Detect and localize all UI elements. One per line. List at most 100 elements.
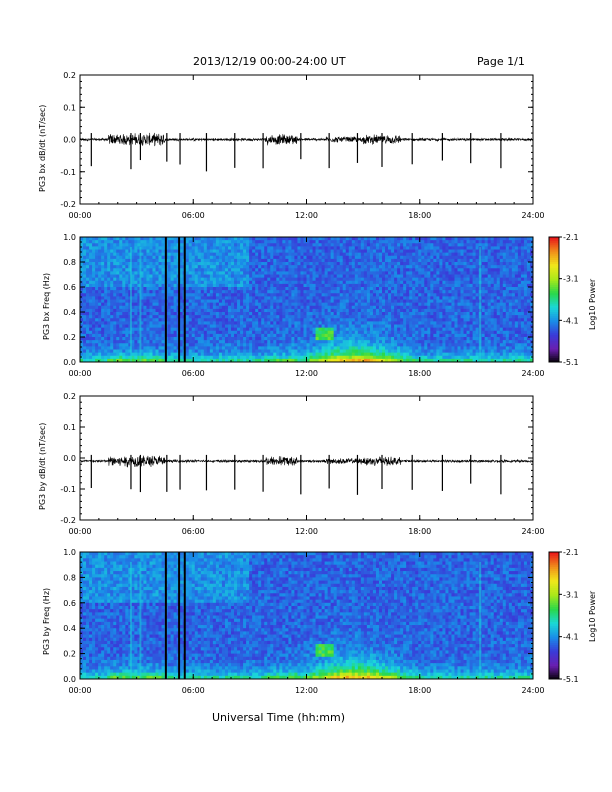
heat-cell [291, 237, 295, 241]
heat-cell [234, 346, 238, 350]
heat-cell [258, 343, 262, 347]
heat-cell [110, 280, 114, 285]
heat-cell [276, 287, 280, 291]
heat-cell [258, 315, 262, 319]
heat-cell [203, 243, 208, 247]
heat-cell [116, 280, 120, 285]
heat-cell [418, 337, 422, 341]
heat-cell [155, 240, 159, 244]
heat-cell [137, 321, 141, 325]
heat-cell [415, 280, 419, 285]
heat-cell [116, 255, 120, 260]
heat-cell [119, 290, 123, 294]
heat-cell [415, 271, 419, 275]
heat-cell [191, 268, 196, 272]
heat-cell [342, 318, 347, 322]
heat-cell [273, 315, 277, 319]
heat-cell [406, 318, 410, 322]
heat-cell [188, 321, 193, 325]
heat-cell [339, 321, 344, 325]
heat-cell [221, 262, 226, 266]
heat-cell [348, 287, 353, 291]
heat-cell [385, 349, 389, 354]
heat-cell [188, 243, 193, 247]
heat-cell [243, 343, 247, 347]
heat-cell [282, 312, 286, 316]
heat-cell [345, 240, 350, 244]
heat-cell [215, 268, 220, 272]
heat-cell [351, 324, 356, 329]
heat-cell [300, 243, 304, 247]
heat-cell [345, 255, 350, 260]
heat-cell [375, 277, 380, 282]
heat-cell [158, 302, 162, 307]
heat-cell [430, 293, 434, 297]
heat-cell [315, 308, 319, 313]
heat-cell [279, 240, 283, 244]
heat-cell [336, 305, 341, 310]
heat-cell [122, 287, 126, 291]
heat-cell [421, 308, 425, 313]
heat-cell [388, 346, 392, 350]
heat-cell [194, 324, 199, 329]
heat-cell [215, 352, 220, 357]
heat-cell [388, 255, 392, 260]
heat-cell [433, 268, 437, 272]
heat-cell [249, 290, 253, 294]
heat-cell [116, 302, 120, 307]
heat-cell [315, 243, 319, 247]
heat-cell [363, 337, 368, 341]
heat-cell [391, 352, 395, 357]
heat-cell [297, 318, 301, 322]
heat-cell [167, 337, 171, 341]
heat-cell [246, 271, 250, 275]
heat-cell [252, 277, 256, 282]
heat-cell [231, 346, 235, 350]
heat-cell [113, 302, 117, 307]
heat-cell [394, 243, 398, 247]
heat-cell [98, 290, 102, 294]
heat-cell [83, 277, 87, 282]
heat-cell [218, 333, 223, 338]
heat-cell [327, 333, 332, 338]
heat-cell [270, 327, 274, 332]
heat-cell [237, 308, 241, 313]
heat-cell [146, 337, 150, 341]
heat-cell [104, 340, 108, 344]
heat-cell [369, 265, 374, 269]
heat-cell [113, 343, 117, 347]
heat-cell [246, 252, 250, 257]
heat-cell [294, 293, 298, 297]
heat-cell [303, 330, 307, 335]
heat-cell [315, 337, 319, 341]
heat-cell [409, 293, 413, 297]
heat-cell [309, 318, 313, 322]
heat-cell [188, 302, 193, 307]
heat-cell [89, 346, 93, 350]
heat-cell [173, 296, 178, 300]
heat-cell [315, 287, 319, 291]
heat-cell [267, 243, 271, 247]
heat-cell [252, 290, 256, 294]
heat-cell [86, 349, 90, 354]
heat-cell [388, 312, 392, 316]
heat-cell [185, 293, 190, 297]
heat-cell [285, 312, 289, 316]
heat-cell [206, 308, 211, 313]
heat-cell [116, 283, 120, 288]
heat-cell [240, 274, 244, 279]
heat-cell [351, 355, 356, 360]
heat-cell [382, 321, 386, 325]
heat-cell [306, 252, 310, 257]
heat-cell [197, 346, 202, 350]
heat-cell [134, 271, 138, 275]
heat-cell [294, 337, 298, 341]
heat-cell [249, 302, 253, 307]
heat-cell [149, 293, 153, 297]
heat-cell [336, 315, 341, 319]
heat-cell [86, 277, 90, 282]
heat-cell [345, 293, 350, 297]
heat-cell [309, 283, 313, 288]
heat-cell [285, 343, 289, 347]
heat-cell [369, 280, 374, 285]
